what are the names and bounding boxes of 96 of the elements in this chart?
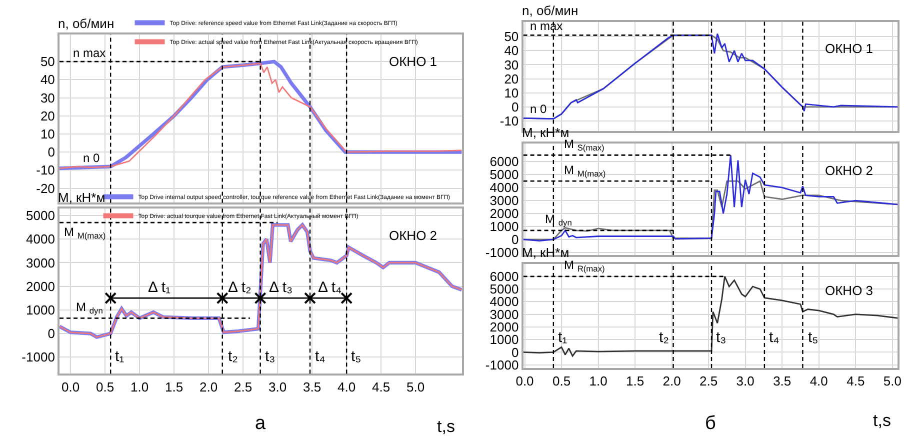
annotation: t₁	[558, 329, 568, 346]
annotation: t₂	[659, 329, 670, 346]
y-tick-label: 3000	[26, 255, 55, 270]
x-tick-label: 1.0	[589, 374, 608, 389]
y-tick-label: -10	[500, 114, 519, 128]
y-tick-label: 0	[511, 232, 519, 248]
x-axis-title: t,s	[873, 411, 891, 430]
y-axis-title: М, кН*м	[58, 190, 106, 205]
y-axis-title: n, об/мин	[522, 3, 578, 18]
annotation: Δ t₂	[228, 279, 252, 296]
text: б	[705, 413, 716, 434]
y-tick-label: -1000	[22, 350, 55, 365]
x-tick-label: 0.0	[516, 374, 534, 389]
y-tick-label: 1000	[490, 219, 519, 234]
annotation: n max	[73, 46, 106, 60]
y-tick-label: 1000	[26, 302, 55, 318]
annotation: ОКНО 1	[825, 41, 874, 56]
y-tick-label: 10	[504, 85, 519, 100]
y-tick-label: 50	[40, 54, 55, 70]
y-tick-label: 6000	[490, 268, 519, 284]
y-tick-label: 10	[40, 126, 55, 142]
y-tick-label: 0	[48, 144, 55, 160]
annotation: n 0	[530, 102, 548, 116]
y-tick-label: 20	[504, 71, 519, 86]
annotation: t₃	[716, 329, 726, 346]
x-tick-label: 2.5	[234, 379, 252, 394]
y-tick-label: 5000	[490, 282, 519, 297]
annotation: ОКНО 2	[389, 228, 438, 243]
y-tick-label: 30	[40, 90, 55, 106]
annotation: Δ t₃	[269, 279, 293, 296]
y-axis-title: n, об/мин	[58, 16, 114, 31]
annotation: ОКНО 1	[389, 54, 438, 69]
annotation: n max	[530, 19, 563, 33]
x-tick-label: 1.0	[130, 379, 149, 394]
annotation: ОКНО 3	[825, 283, 874, 298]
x-tick-label: 4.5	[846, 374, 865, 389]
y-tick-label: 0	[511, 344, 519, 360]
y-tick-label: -1000	[485, 357, 519, 372]
y-tick-label: -20	[36, 180, 55, 196]
x-tick-label: 3.0	[268, 379, 287, 394]
y-tick-label: 0	[511, 99, 519, 114]
annotation: Δ t₄	[318, 279, 342, 296]
annotation: n 0	[83, 151, 100, 165]
y-tick-label: 6000	[490, 154, 519, 170]
y-tick-label: 5000	[490, 167, 519, 182]
x-tick-label: 0.0	[62, 379, 80, 394]
y-tick-label: -10	[36, 162, 55, 178]
x-tick-label: 2.0	[662, 374, 681, 389]
x-tick-label: 1.5	[165, 379, 184, 394]
annotation: ОКНО 2	[825, 163, 874, 178]
y-tick-label: 40	[40, 72, 55, 88]
x-tick-label: 4.0	[810, 374, 828, 389]
annotation: t₁	[115, 348, 124, 365]
annotation: M $_{M(max)}$	[64, 225, 106, 241]
y-tick-label: 40	[504, 43, 519, 58]
x-tick-label: 5.0	[406, 379, 425, 394]
x-tick-label: 3.0	[736, 374, 754, 389]
annotation: M $_{S(max)}$	[564, 137, 605, 153]
annotation: M $_{R(max)}$	[564, 258, 606, 274]
y-tick-label: -1000	[485, 245, 519, 260]
annotation: M $_{M(max)}$	[564, 163, 606, 179]
y-tick-label: 2000	[26, 278, 55, 294]
x-tick-label: 0.5	[96, 379, 114, 394]
y-tick-label: 3000	[490, 306, 519, 322]
y-tick-label: 5000	[26, 208, 55, 224]
y-tick-label: 50	[504, 29, 519, 44]
y-tick-label: 3000	[490, 193, 519, 208]
annotation: Δ t₁	[148, 279, 171, 296]
annotation: t₄	[769, 329, 780, 346]
y-tick-label: 2000	[490, 206, 519, 222]
y-axis-title: М, кН*м	[522, 125, 570, 140]
annotation: M $_{dyn}$	[76, 300, 104, 316]
text: а	[255, 413, 266, 434]
x-axis-title: t,s	[437, 417, 455, 436]
x-tick-label: 4.0	[338, 379, 356, 394]
x-tick-label: 2.5	[700, 374, 718, 389]
annotation: t₅	[351, 348, 362, 365]
y-tick-label: 1000	[490, 332, 519, 348]
x-tick-label: 0.5	[552, 374, 571, 389]
y-tick-label: 0	[48, 326, 55, 342]
annotation: t₅	[808, 329, 818, 346]
annotation: t₂	[228, 348, 238, 365]
annotation: t₃	[265, 348, 276, 365]
y-tick-label: 4000	[26, 232, 55, 247]
y-tick-label: 20	[40, 108, 55, 124]
x-tick-label: 3.5	[773, 374, 792, 389]
y-tick-label: 4000	[490, 180, 519, 196]
y-tick-label: 4000	[490, 294, 519, 310]
y-tick-label: 30	[504, 57, 519, 72]
x-tick-label: 5.0	[883, 374, 902, 389]
y-tick-label: 2000	[490, 319, 519, 334]
x-tick-label: 2.0	[200, 379, 218, 394]
annotation: t₄	[315, 348, 326, 365]
x-tick-label: 1.5	[626, 374, 644, 389]
x-tick-label: 3.5	[303, 379, 322, 394]
x-tick-label: 4.5	[372, 379, 390, 394]
